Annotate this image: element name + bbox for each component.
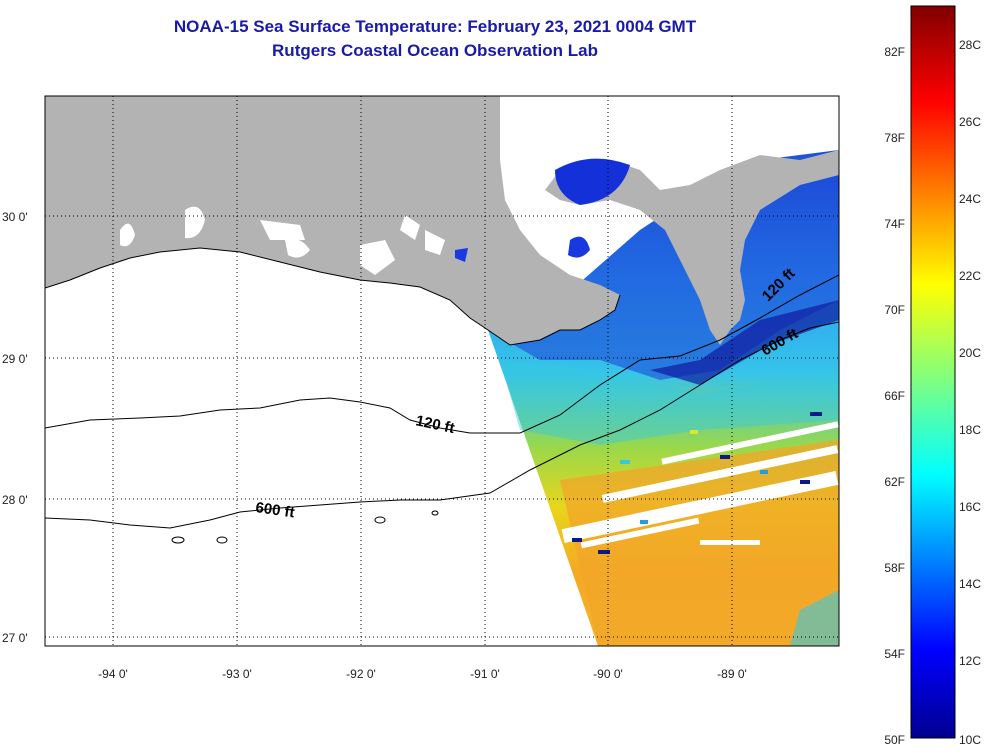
map-subtitle: Rutgers Coastal Ocean Observation Lab	[272, 41, 598, 60]
colorbar-c-label: 14C	[959, 577, 981, 591]
eastern-lake-sst	[455, 158, 630, 262]
colorbar-c-label: 18C	[959, 423, 981, 437]
contour-600ft	[45, 321, 839, 529]
lat-label: 30 0'	[2, 210, 28, 224]
lon-label: -89 0'	[717, 667, 747, 681]
colorbar-f-label: 50F	[884, 733, 905, 747]
lat-lon-grid	[45, 96, 839, 646]
lat-label: 27 0'	[2, 631, 28, 645]
land-mass	[45, 96, 839, 345]
colorbar-f-label: 62F	[884, 475, 905, 489]
colorbar-c-label: 20C	[959, 346, 981, 360]
lat-label: 29 0'	[2, 352, 28, 366]
colorbar-c-label: 24C	[959, 192, 981, 206]
colorbar-f-label: 78F	[884, 131, 905, 145]
small-contour-islands	[171, 510, 439, 544]
lon-label: -92 0'	[346, 667, 376, 681]
lat-label: 28 0'	[2, 493, 28, 507]
colorbar-c-label: 12C	[959, 654, 981, 668]
lon-label: -93 0'	[222, 667, 252, 681]
colorbar-f-label: 66F	[884, 389, 905, 403]
coastline	[45, 247, 621, 346]
colorbar-fahrenheit-labels: 82F 78F 74F 70F 66F 62F 58F 54F 50F	[884, 45, 905, 747]
map-title: NOAA-15 Sea Surface Temperature: Februar…	[173, 17, 697, 36]
colorbar-f-label: 82F	[884, 45, 905, 59]
colorbar-c-label: 22C	[959, 269, 981, 283]
colorbar-celsius-labels: 28C 26C 24C 22C 20C 18C 16C 14C 12C 10C	[959, 38, 981, 747]
colorbar-c-label: 28C	[959, 38, 981, 52]
contour-120ft	[45, 274, 839, 434]
cloud-streaks	[561, 421, 839, 549]
colorbar-c-label: 16C	[959, 500, 981, 514]
colorbar-c-label: 10C	[959, 733, 981, 747]
colorbar-f-label: 58F	[884, 561, 905, 575]
map-frame	[44, 95, 840, 647]
inland-water	[120, 206, 445, 275]
colorbar-f-label: 70F	[884, 303, 905, 317]
colorbar-f-label: 54F	[884, 647, 905, 661]
lon-label: -91 0'	[470, 667, 500, 681]
colorbar	[910, 5, 956, 739]
lon-label: -90 0'	[593, 667, 623, 681]
colorbar-c-label: 26C	[959, 115, 981, 129]
colorbar-f-label: 74F	[884, 217, 905, 231]
contour-label-600ft-west: 600 ft	[254, 499, 295, 521]
cloud-edge-pixels	[572, 412, 822, 554]
lon-label: -94 0'	[98, 667, 128, 681]
